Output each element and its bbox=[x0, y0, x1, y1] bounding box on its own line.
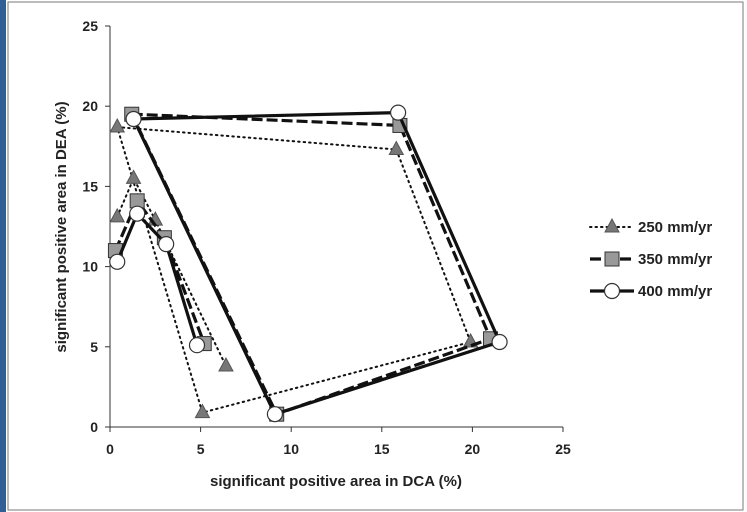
legend-label-2: 400 mm/yr bbox=[638, 283, 712, 300]
data-point-2-5 bbox=[129, 205, 146, 222]
x-axis-label: significant positive area in DCA (%) bbox=[210, 473, 462, 490]
legend: 250 mm/yr 350 mm/yr 400 mm/yr bbox=[589, 217, 712, 300]
y-tick-label: 5 bbox=[90, 339, 98, 355]
data-point-0-7 bbox=[218, 356, 234, 372]
series-2 bbox=[109, 104, 508, 423]
chart-area-border bbox=[7, 1, 744, 511]
y-tick-label: 10 bbox=[82, 259, 98, 275]
legend-entry-0: 250 mm/yr bbox=[589, 217, 712, 236]
data-point-2-1 bbox=[390, 104, 407, 121]
x-tick-label: 5 bbox=[197, 441, 205, 457]
series-line-1-1 bbox=[113, 199, 206, 345]
data-point-2-4 bbox=[109, 253, 126, 270]
legend-label-1: 350 mm/yr bbox=[638, 251, 712, 268]
data-point-2-7 bbox=[188, 337, 206, 354]
legend-label-0: 250 mm/yr bbox=[638, 219, 712, 236]
y-axis-label: significant positive area in DEA (%) bbox=[53, 101, 70, 352]
x-tick-label: 15 bbox=[374, 441, 390, 457]
data-point-2-3 bbox=[266, 406, 283, 423]
legend-marker-2 bbox=[603, 282, 621, 300]
data-point-0-4 bbox=[109, 207, 126, 223]
data-point-2-2 bbox=[491, 333, 508, 351]
x-tick-label: 10 bbox=[283, 441, 299, 457]
legend-entry-1: 350 mm/yr bbox=[590, 251, 712, 268]
series-line-2-1 bbox=[115, 212, 199, 346]
data-point-0-0 bbox=[109, 117, 126, 133]
legend-marker-0 bbox=[604, 217, 620, 233]
legend-marker-1 bbox=[604, 251, 620, 267]
axes: 0 5 10 15 20 25 0 5 10 15 20 25 bbox=[82, 18, 571, 457]
y-tick-label: 25 bbox=[82, 18, 98, 34]
y-tick-label: 0 bbox=[90, 419, 98, 435]
legend-entry-2: 400 mm/yr bbox=[590, 282, 712, 300]
x-tick-label: 25 bbox=[555, 441, 571, 457]
data-point-0-5 bbox=[125, 169, 142, 184]
data-point-0-3 bbox=[194, 403, 211, 419]
data-point-0-1 bbox=[388, 140, 405, 156]
x-tick-label: 20 bbox=[465, 441, 481, 457]
y-tick-label: 15 bbox=[82, 178, 98, 194]
data-point-2-6 bbox=[158, 236, 175, 253]
window-edge-strip bbox=[0, 0, 6, 512]
y-tick-label: 20 bbox=[82, 98, 98, 114]
series-layer bbox=[107, 104, 508, 423]
x-tick-label: 0 bbox=[106, 441, 114, 457]
data-point-2-0 bbox=[125, 110, 142, 128]
